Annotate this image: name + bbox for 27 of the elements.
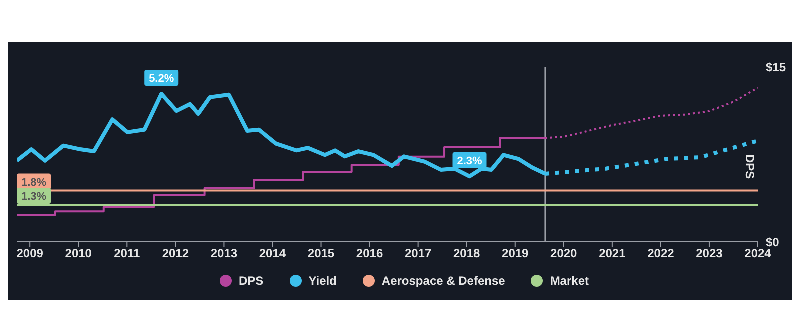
x-tick-label: 2013 (210, 246, 238, 261)
x-tick-label: 2020 (550, 246, 578, 261)
x-tick-label: 2009 (16, 246, 44, 261)
x-tick-label: 2016 (356, 246, 384, 261)
x-tick-label: 2018 (453, 246, 481, 261)
data-label: 5.2% (149, 73, 174, 86)
legend-label: DPS (238, 274, 264, 288)
data-label: 1.3% (21, 191, 47, 204)
legend-label: Yield (308, 274, 337, 288)
x-tick-label: 2010 (65, 246, 92, 261)
x-tick-label: 2015 (308, 246, 335, 261)
x-tick-label: 2024 (744, 246, 772, 261)
legend-label: Aerospace & Defense (380, 274, 506, 288)
x-tick-label: 2021 (599, 246, 626, 261)
x-tick-label: 2014 (259, 246, 286, 261)
legend-label: Market (549, 274, 589, 288)
y2-tick-label: $15 (766, 60, 786, 74)
x-tick-label: 2011 (114, 246, 140, 261)
data-label: 1.8% (21, 176, 47, 189)
x-tick-label: 2023 (696, 246, 724, 261)
x-tick-label: 2012 (162, 246, 190, 261)
y2-tick-label: $0 (766, 235, 780, 250)
y2-axis-title: DPS (742, 154, 757, 180)
data-label: 2.3% (457, 156, 483, 168)
x-tick-label: 2017 (404, 246, 432, 261)
x-tick-label: 2019 (502, 246, 530, 261)
x-tick-label: 2022 (648, 246, 675, 261)
